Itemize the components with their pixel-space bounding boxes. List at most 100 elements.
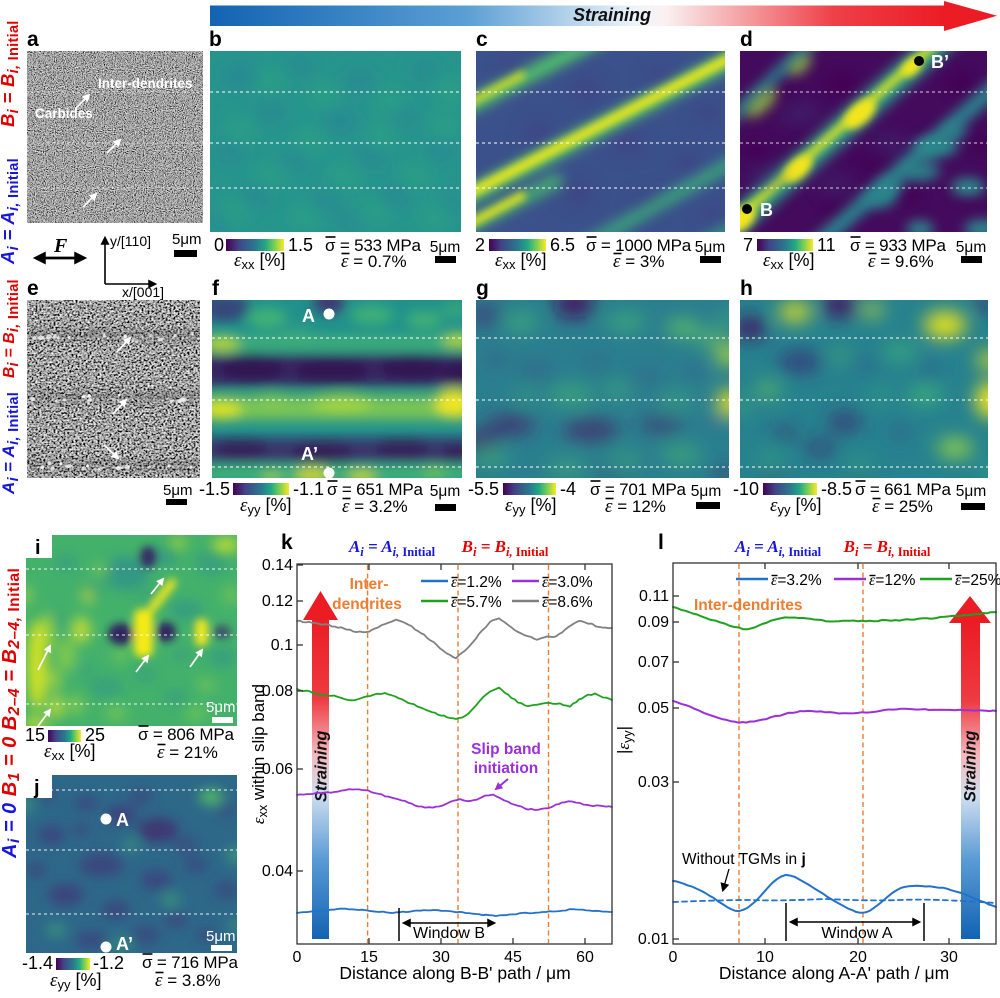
svg-text:ε = 0.7%: ε = 0.7% xyxy=(341,251,407,272)
svg-text:Inter-dendrites: Inter-dendrites xyxy=(694,597,803,614)
svg-text:0: 0 xyxy=(669,949,678,966)
svg-text:15: 15 xyxy=(25,725,45,745)
svg-text:Ai = Ai, Initial: Ai = Ai, Initial xyxy=(348,537,436,559)
svg-text:Straining: Straining xyxy=(573,5,651,25)
svg-text:σ = 661 MPa: σ = 661 MPa xyxy=(855,480,951,499)
svg-text:εxx [%]: εxx [%] xyxy=(44,741,96,763)
svg-text:ε=12%: ε=12% xyxy=(869,572,916,589)
svg-text:d: d xyxy=(740,28,753,51)
svg-text:a: a xyxy=(27,28,39,51)
svg-text:εyy [%]: εyy [%] xyxy=(50,970,102,992)
svg-text:Straining: Straining xyxy=(313,730,331,802)
svg-text:Bi = Bi, Initial: Bi = Bi, Initial xyxy=(0,20,22,127)
svg-text:-1.1: -1.1 xyxy=(293,479,324,499)
svg-text:6.5: 6.5 xyxy=(550,235,575,255)
svg-text:ε = 3.2%: ε = 3.2% xyxy=(342,496,408,517)
svg-text:-1.4: -1.4 xyxy=(22,953,53,973)
svg-text:0.11: 0.11 xyxy=(639,588,669,605)
svg-text:ε=1.2%: ε=1.2% xyxy=(451,574,502,591)
svg-text:k: k xyxy=(281,531,293,554)
svg-text:Distance along A-A' path / μm: Distance along A-A' path / μm xyxy=(719,963,949,983)
svg-text:0.04: 0.04 xyxy=(262,863,293,880)
svg-text:ε = 12%: ε = 12% xyxy=(605,496,666,517)
svg-text:0: 0 xyxy=(214,235,224,255)
svg-text:Ai = Ai, Initial: Ai = Ai, Initial xyxy=(734,537,822,559)
svg-text:5μm: 5μm xyxy=(430,239,460,256)
svg-text:Bi = Bi, Initial: Bi = Bi, Initial xyxy=(843,537,931,559)
svg-text:Window B: Window B xyxy=(413,925,485,942)
svg-text:Distance along B-B' path / μm: Distance along B-B' path / μm xyxy=(339,963,570,983)
svg-text:g: g xyxy=(476,277,489,300)
svg-text:5μm: 5μm xyxy=(956,239,986,256)
svg-text:-1.2: -1.2 xyxy=(93,953,124,973)
svg-text:Window A: Window A xyxy=(821,925,892,942)
svg-text:ε=5.7%: ε=5.7% xyxy=(451,594,502,611)
svg-text:Straining: Straining xyxy=(962,730,980,802)
svg-text:εyy [%]: εyy [%] xyxy=(505,495,557,517)
svg-text:60: 60 xyxy=(576,949,594,966)
svg-text:11: 11 xyxy=(817,235,836,255)
svg-text:σ = 651 MPa: σ = 651 MPa xyxy=(327,480,423,499)
svg-text:5μm: 5μm xyxy=(163,482,192,499)
svg-text:0.08: 0.08 xyxy=(262,683,293,700)
svg-text:-8.5: -8.5 xyxy=(821,479,852,499)
svg-text:dendrites: dendrites xyxy=(332,596,402,613)
svg-text:y/[110]: y/[110] xyxy=(110,233,151,249)
svg-text:initiation: initiation xyxy=(474,760,539,777)
svg-text:ε=3.0%: ε=3.0% xyxy=(542,574,593,591)
svg-text:30: 30 xyxy=(432,949,450,966)
svg-text:b: b xyxy=(209,28,222,51)
svg-text:σ = 701 MPa: σ = 701 MPa xyxy=(590,480,686,499)
svg-text:ε = 3%: ε = 3% xyxy=(613,251,664,272)
svg-text:0.09: 0.09 xyxy=(638,614,669,631)
svg-text:Ai = Ai, Initial: Ai = Ai, Initial xyxy=(0,392,22,495)
svg-text:j: j xyxy=(33,777,40,799)
svg-text:σ = 716 MPa: σ = 716 MPa xyxy=(142,953,238,972)
svg-text:5μm: 5μm xyxy=(430,483,460,500)
svg-text:0.07: 0.07 xyxy=(638,654,669,671)
svg-text:30: 30 xyxy=(940,949,958,966)
svg-text:20: 20 xyxy=(849,949,867,966)
svg-text:εxx within slip band: εxx within slip band xyxy=(249,684,270,824)
svg-text:A: A xyxy=(116,810,129,830)
svg-text:Carbides: Carbides xyxy=(35,106,93,121)
svg-text:5μm: 5μm xyxy=(956,483,986,500)
svg-text:σ = 533 MPa: σ = 533 MPa xyxy=(325,236,421,255)
svg-text:σ = 806 MPa: σ = 806 MPa xyxy=(138,725,234,744)
svg-text:A’: A’ xyxy=(116,934,133,954)
svg-text:0: 0 xyxy=(293,949,302,966)
svg-text:5μm: 5μm xyxy=(691,483,721,500)
svg-text:B: B xyxy=(760,200,773,220)
svg-text:ε = 9.6%: ε = 9.6% xyxy=(868,251,934,272)
svg-text:c: c xyxy=(476,28,488,51)
svg-text:εxx [%]: εxx [%] xyxy=(763,250,815,272)
svg-text:45: 45 xyxy=(504,949,522,966)
svg-text:e: e xyxy=(27,277,39,300)
svg-text:0.01: 0.01 xyxy=(638,931,669,948)
svg-text:h: h xyxy=(740,277,753,300)
svg-text:0.06: 0.06 xyxy=(262,761,293,778)
svg-text:εxx [%]: εxx [%] xyxy=(495,250,547,272)
svg-text:ε = 21%: ε = 21% xyxy=(157,742,218,763)
svg-text:εxx [%]: εxx [%] xyxy=(234,250,286,272)
svg-text:0.1: 0.1 xyxy=(271,637,293,654)
svg-text:0.03: 0.03 xyxy=(638,774,669,791)
svg-text:σ = 933 MPa: σ = 933 MPa xyxy=(850,236,946,255)
svg-text:Inter-dendrites: Inter-dendrites xyxy=(98,76,193,91)
svg-text:l: l xyxy=(658,531,664,554)
svg-text:5μm: 5μm xyxy=(206,699,235,716)
svg-text:σ = 1000 MPa: σ = 1000 MPa xyxy=(586,236,692,255)
svg-text:0.05: 0.05 xyxy=(638,700,669,717)
svg-text:ε = 3.8%: ε = 3.8% xyxy=(155,970,221,991)
svg-text:x/[001]: x/[001] xyxy=(122,284,164,300)
svg-text:A’: A’ xyxy=(301,444,318,464)
svg-text:εyy [%]: εyy [%] xyxy=(770,495,822,517)
svg-text:25: 25 xyxy=(85,725,105,745)
svg-text:Slip band: Slip band xyxy=(471,741,541,758)
svg-text:-4: -4 xyxy=(560,479,576,499)
svg-text:Bi = Bi, Initial: Bi = Bi, Initial xyxy=(461,537,549,559)
svg-text:1.5: 1.5 xyxy=(288,235,313,255)
svg-text:ε=3.2%: ε=3.2% xyxy=(771,572,822,589)
svg-text:-10: -10 xyxy=(733,479,759,499)
svg-text:A: A xyxy=(302,306,315,326)
